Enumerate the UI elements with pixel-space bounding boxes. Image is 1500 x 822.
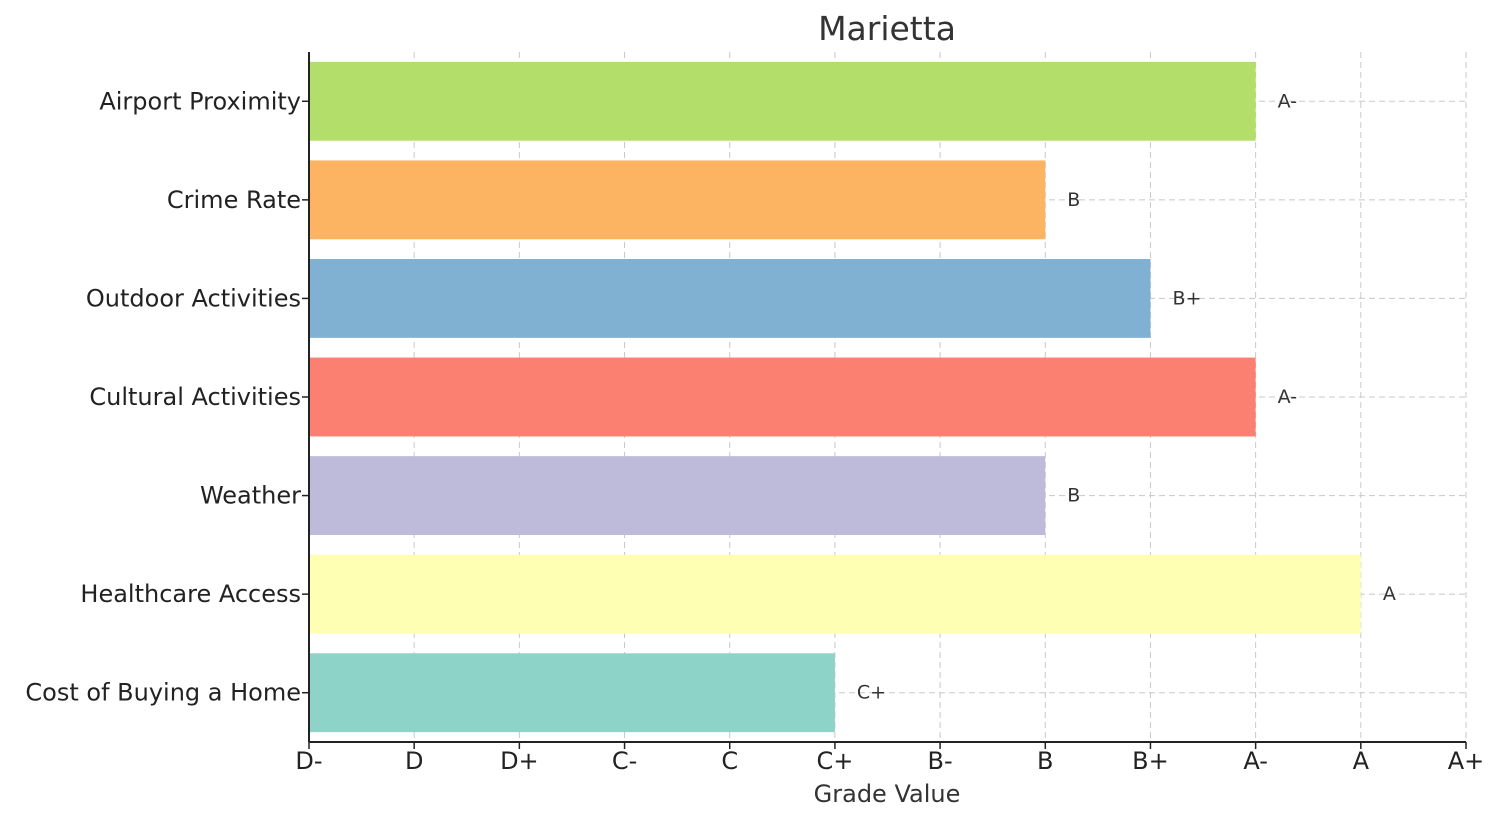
category-label: Cost of Buying a Home: [25, 679, 301, 707]
bar-healthcare-access: [309, 554, 1361, 634]
value-label: A-: [1278, 90, 1297, 112]
category-label: Cultural Activities: [89, 383, 301, 411]
x-tick-label: D-: [295, 747, 322, 775]
value-label: B: [1067, 485, 1080, 507]
bar-cultural-activities: [309, 357, 1256, 437]
category-label: Crime Rate: [167, 186, 301, 214]
x-tick-label: D+: [500, 747, 539, 775]
bar-airport-proximity: [309, 61, 1256, 141]
x-tick-label: B+: [1132, 747, 1169, 775]
x-tick-label: B: [1037, 747, 1053, 775]
value-label: C+: [857, 682, 886, 704]
category-label: Healthcare Access: [80, 580, 301, 608]
bar-cost-of-buying-a-home: [309, 653, 835, 733]
x-tick-label: A+: [1448, 747, 1485, 775]
bar-weather: [309, 456, 1046, 535]
x-tick-label: C: [721, 747, 738, 775]
bars: [309, 61, 1361, 733]
x-tick-label: D: [405, 747, 423, 775]
x-axis-label: Grade Value: [814, 780, 961, 808]
x-tick-label: A-: [1243, 747, 1268, 775]
value-label: A-: [1278, 386, 1297, 408]
value-label: B+: [1172, 287, 1201, 309]
category-label: Outdoor Activities: [86, 284, 301, 312]
category-label: Airport Proximity: [99, 87, 301, 115]
value-label: A: [1383, 583, 1396, 605]
value-labels: C+ A B A- B+ B A-: [857, 90, 1396, 703]
category-labels: Cost of Buying a Home Healthcare Access We…: [25, 87, 301, 706]
value-label: B: [1067, 189, 1080, 211]
x-tick-label: C+: [816, 747, 853, 775]
bar-crime-rate: [309, 160, 1046, 240]
bar-outdoor-activities: [309, 259, 1151, 338]
x-tick-label: C-: [612, 747, 637, 775]
x-tick-label: A: [1353, 747, 1370, 775]
category-label: Weather: [200, 482, 301, 510]
x-tick-label: B-: [928, 747, 953, 775]
x-axis-ticks: D- D D+ C- C C+ B- B B+ A- A A+: [295, 100, 1485, 775]
chart-title: Marietta: [818, 9, 956, 48]
